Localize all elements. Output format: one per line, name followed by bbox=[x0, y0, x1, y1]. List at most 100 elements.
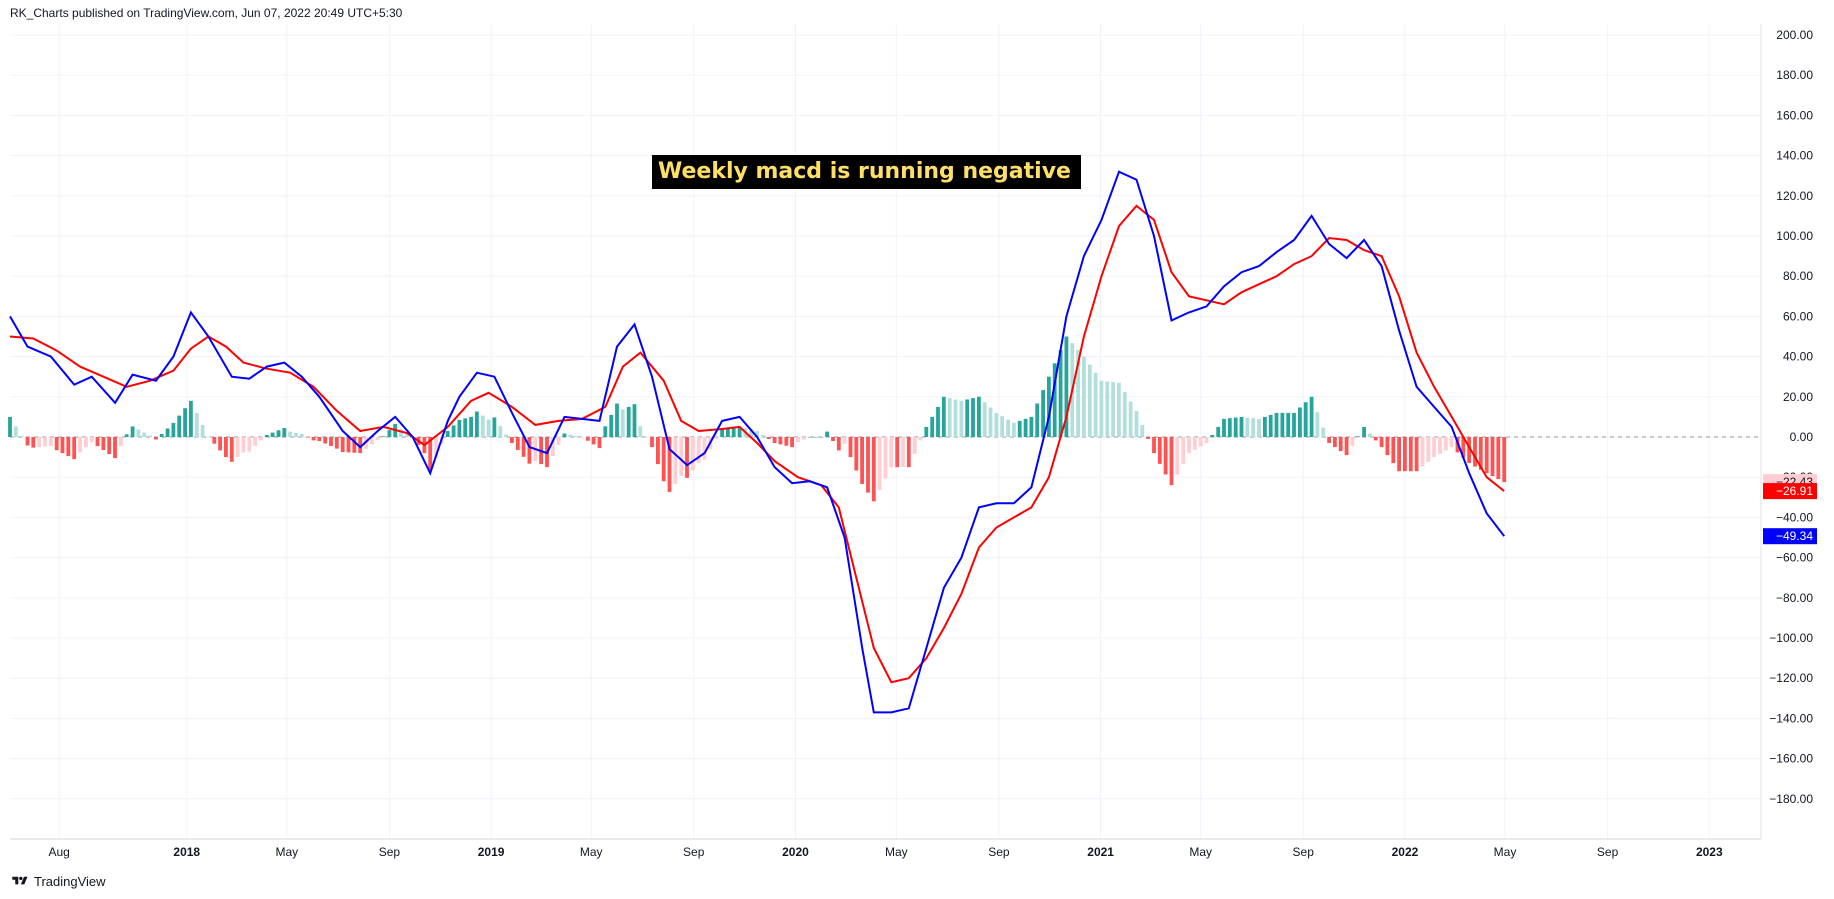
histogram-bar bbox=[1408, 437, 1413, 472]
histogram-bar bbox=[154, 437, 158, 440]
histogram-bar bbox=[399, 429, 403, 437]
histogram-bar bbox=[504, 434, 508, 437]
histogram-bar bbox=[871, 437, 876, 502]
histogram-bar bbox=[334, 437, 339, 449]
x-tick-label: May bbox=[580, 845, 603, 859]
histogram-bar bbox=[1338, 437, 1343, 452]
histogram-bar bbox=[953, 399, 958, 437]
histogram-bar bbox=[866, 437, 870, 493]
histogram-bar bbox=[1391, 437, 1396, 464]
x-tick-label: 2019 bbox=[478, 845, 505, 859]
histogram-bar bbox=[31, 437, 36, 448]
histogram-bar bbox=[457, 419, 462, 437]
y-tick-label: 140.00 bbox=[1776, 149, 1813, 163]
x-tick-label: Sep bbox=[988, 845, 1010, 859]
histogram-bar bbox=[95, 437, 100, 446]
histogram-bar bbox=[1227, 418, 1232, 437]
histogram-bar bbox=[1473, 437, 1477, 467]
histogram-bar bbox=[521, 437, 526, 457]
histogram-bar bbox=[591, 437, 596, 445]
histogram-bar bbox=[1076, 349, 1080, 437]
histogram-bar bbox=[650, 437, 654, 448]
histogram-bar bbox=[1111, 382, 1115, 437]
histogram-bar bbox=[235, 437, 240, 458]
y-tick-label: −180.00 bbox=[1769, 792, 1813, 806]
histogram-bar bbox=[1309, 396, 1314, 437]
price-axis[interactable]: 200.00 180.00 160.00 140.00 120.00 100.00 80.0… bbox=[1769, 28, 1813, 806]
histogram-bar bbox=[620, 409, 625, 437]
histogram-bar bbox=[212, 437, 217, 444]
histogram-bar bbox=[959, 400, 964, 437]
value-tag: −49.34 bbox=[1763, 528, 1817, 545]
histogram-bar bbox=[720, 429, 724, 437]
histogram-bar bbox=[842, 437, 847, 444]
x-tick-label: 2021 bbox=[1087, 845, 1114, 859]
histogram-bar bbox=[906, 437, 911, 468]
histogram-bar bbox=[1368, 433, 1372, 437]
histogram-bar bbox=[1496, 437, 1501, 480]
y-tick-label: 200.00 bbox=[1776, 28, 1813, 42]
histogram-bar bbox=[299, 434, 304, 437]
histogram-bar bbox=[101, 437, 106, 451]
histogram-bar bbox=[1321, 427, 1326, 437]
histogram-bar bbox=[1303, 402, 1308, 437]
histogram-bar bbox=[317, 437, 322, 441]
value-tag-label: −26.91 bbox=[1776, 484, 1813, 498]
histogram-bar bbox=[1478, 437, 1483, 470]
histogram-bar bbox=[25, 437, 30, 446]
histogram-bar bbox=[264, 435, 269, 437]
histogram-bar bbox=[434, 437, 438, 457]
y-tick-label: 160.00 bbox=[1776, 108, 1813, 122]
histogram-bar bbox=[1298, 407, 1302, 437]
histogram-bar bbox=[813, 437, 818, 438]
histogram-bar bbox=[1187, 437, 1191, 454]
histogram-bar bbox=[988, 407, 993, 437]
y-tick-label: −160.00 bbox=[1769, 752, 1813, 766]
histogram-bar bbox=[183, 408, 187, 437]
histogram-bar bbox=[84, 437, 88, 448]
histogram-bar bbox=[194, 412, 199, 437]
histogram-bar bbox=[1047, 376, 1051, 437]
histogram-bar bbox=[1006, 419, 1010, 437]
histogram-bar bbox=[860, 437, 864, 484]
y-tick-label: 0.00 bbox=[1790, 430, 1814, 444]
histogram-bar bbox=[229, 437, 234, 462]
histogram-bar bbox=[1449, 437, 1454, 448]
histogram-bar bbox=[848, 437, 853, 458]
histogram-bar bbox=[206, 437, 211, 438]
histogram-bar bbox=[136, 429, 141, 437]
histogram-bar bbox=[1251, 418, 1256, 437]
chart-grid bbox=[10, 24, 1761, 839]
histogram-bar bbox=[48, 437, 53, 446]
histogram-bar bbox=[43, 437, 47, 447]
histogram-bar bbox=[498, 425, 503, 437]
histogram-bar bbox=[486, 419, 491, 437]
histogram-bar bbox=[78, 437, 82, 453]
histogram-bar bbox=[556, 437, 561, 445]
histogram-bar bbox=[107, 437, 112, 455]
histogram-bar bbox=[673, 437, 678, 484]
histogram-bar bbox=[597, 437, 602, 449]
histogram-bar bbox=[124, 434, 129, 437]
histogram-bar bbox=[13, 426, 18, 437]
histogram-bar bbox=[755, 431, 759, 437]
histogram-bar bbox=[1105, 381, 1110, 437]
histogram-bar bbox=[276, 430, 281, 437]
histogram-bar bbox=[1029, 416, 1034, 437]
histogram-bar bbox=[936, 406, 940, 437]
histogram-bar bbox=[977, 396, 981, 437]
histogram-bar bbox=[632, 404, 637, 437]
x-tick-label: 2023 bbox=[1696, 845, 1723, 859]
histogram-bar bbox=[247, 437, 252, 452]
x-tick-label: Aug bbox=[49, 845, 70, 859]
histogram-bar bbox=[691, 437, 695, 471]
histogram-bar bbox=[615, 403, 619, 437]
y-tick-label: 80.00 bbox=[1783, 269, 1813, 283]
value-tag-label: −49.34 bbox=[1776, 529, 1813, 543]
histogram-bar bbox=[1239, 416, 1244, 437]
time-axis[interactable]: Aug 2018 May Sep 2019 May Sep 2020 May Sep 2021 May… bbox=[49, 845, 1723, 859]
macd-chart[interactable]: 200.00 180.00 160.00 140.00 120.00 100.00 80.0… bbox=[0, 0, 1834, 870]
histogram-bar bbox=[463, 418, 468, 437]
histogram-bar bbox=[1280, 412, 1285, 437]
histogram-bar bbox=[1385, 437, 1390, 456]
